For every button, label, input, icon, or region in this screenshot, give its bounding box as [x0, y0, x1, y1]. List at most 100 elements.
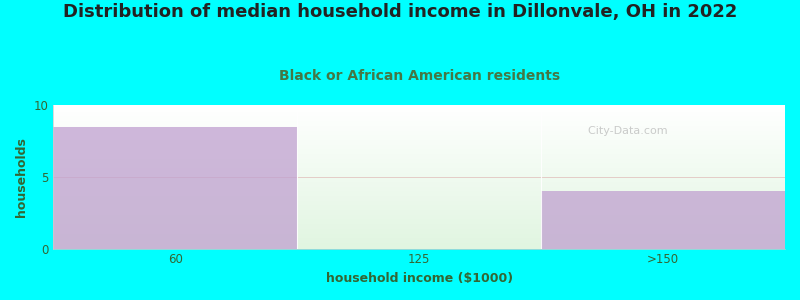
Bar: [54, 183, 785, 184]
Bar: [54, 243, 785, 244]
Text: Distribution of median household income in Dillonvale, OH in 2022: Distribution of median household income …: [63, 3, 737, 21]
Bar: [54, 200, 785, 201]
Bar: [54, 214, 785, 215]
Bar: [54, 227, 785, 228]
Bar: [54, 187, 785, 188]
Bar: [54, 245, 785, 246]
Bar: [54, 130, 785, 131]
Bar: [54, 185, 785, 186]
Bar: [54, 216, 785, 217]
Bar: [54, 152, 785, 153]
Bar: [54, 248, 785, 249]
Bar: [54, 140, 785, 141]
Bar: [54, 194, 785, 195]
Bar: [54, 232, 785, 233]
Bar: [54, 201, 785, 202]
Bar: [54, 136, 785, 137]
Bar: [54, 137, 785, 138]
Bar: [54, 191, 785, 192]
Bar: [54, 121, 785, 122]
Bar: [54, 123, 785, 124]
Bar: [54, 181, 785, 182]
Bar: [54, 234, 785, 235]
Bar: [54, 163, 785, 164]
Bar: [54, 160, 785, 161]
Bar: [54, 116, 785, 117]
Bar: [54, 144, 785, 145]
Bar: [54, 209, 785, 210]
Bar: [54, 196, 785, 197]
Bar: [54, 159, 785, 160]
Bar: [54, 180, 785, 181]
Bar: [54, 169, 785, 170]
Bar: [54, 221, 785, 222]
Bar: [54, 204, 785, 205]
Bar: [54, 168, 785, 169]
Bar: [54, 203, 785, 204]
Bar: [54, 153, 785, 154]
Bar: [54, 164, 785, 165]
Bar: [54, 222, 785, 223]
Bar: [54, 156, 785, 157]
Bar: [54, 155, 785, 156]
Bar: [54, 212, 785, 213]
Bar: [54, 167, 785, 168]
Bar: [54, 239, 785, 240]
Bar: [54, 184, 785, 185]
Bar: [54, 179, 785, 180]
Bar: [54, 148, 785, 149]
Bar: [54, 237, 785, 238]
Bar: [54, 173, 785, 174]
Bar: [54, 131, 785, 132]
Bar: [54, 199, 785, 200]
Bar: [54, 198, 785, 199]
Bar: [54, 231, 785, 232]
Bar: [54, 206, 785, 207]
Bar: [54, 235, 785, 236]
Bar: [54, 228, 785, 229]
Bar: [54, 244, 785, 245]
Bar: [54, 115, 785, 116]
Bar: [54, 117, 785, 118]
Bar: [54, 242, 785, 243]
Bar: [54, 190, 785, 191]
Bar: [54, 213, 785, 214]
Bar: [54, 162, 785, 163]
Bar: [54, 241, 785, 242]
Bar: [54, 111, 785, 112]
Bar: [54, 145, 785, 146]
Bar: [54, 188, 785, 189]
Bar: [54, 210, 785, 211]
Bar: [54, 205, 785, 206]
Bar: [54, 170, 785, 171]
Bar: [54, 112, 785, 113]
Bar: [54, 129, 785, 130]
Bar: [54, 175, 785, 176]
Bar: [54, 172, 785, 173]
Bar: [54, 197, 785, 198]
Bar: [54, 143, 785, 144]
Bar: [54, 202, 785, 203]
Bar: [54, 126, 785, 127]
Bar: [54, 135, 785, 136]
Bar: [54, 128, 785, 129]
Bar: [54, 223, 785, 224]
Y-axis label: households: households: [15, 137, 28, 217]
Bar: [54, 166, 785, 167]
Bar: [54, 238, 785, 239]
Bar: [54, 134, 785, 135]
Bar: [54, 154, 785, 155]
Bar: [54, 233, 785, 234]
Bar: [54, 189, 785, 190]
Bar: [54, 118, 785, 119]
Bar: [54, 219, 785, 220]
Bar: [54, 217, 785, 218]
Bar: [54, 193, 785, 194]
Bar: [54, 141, 785, 142]
Bar: [54, 138, 785, 139]
Bar: [54, 105, 785, 106]
Bar: [54, 195, 785, 196]
Text: City-Data.com: City-Data.com: [581, 126, 667, 136]
Bar: [54, 171, 785, 172]
Bar: [54, 139, 785, 140]
